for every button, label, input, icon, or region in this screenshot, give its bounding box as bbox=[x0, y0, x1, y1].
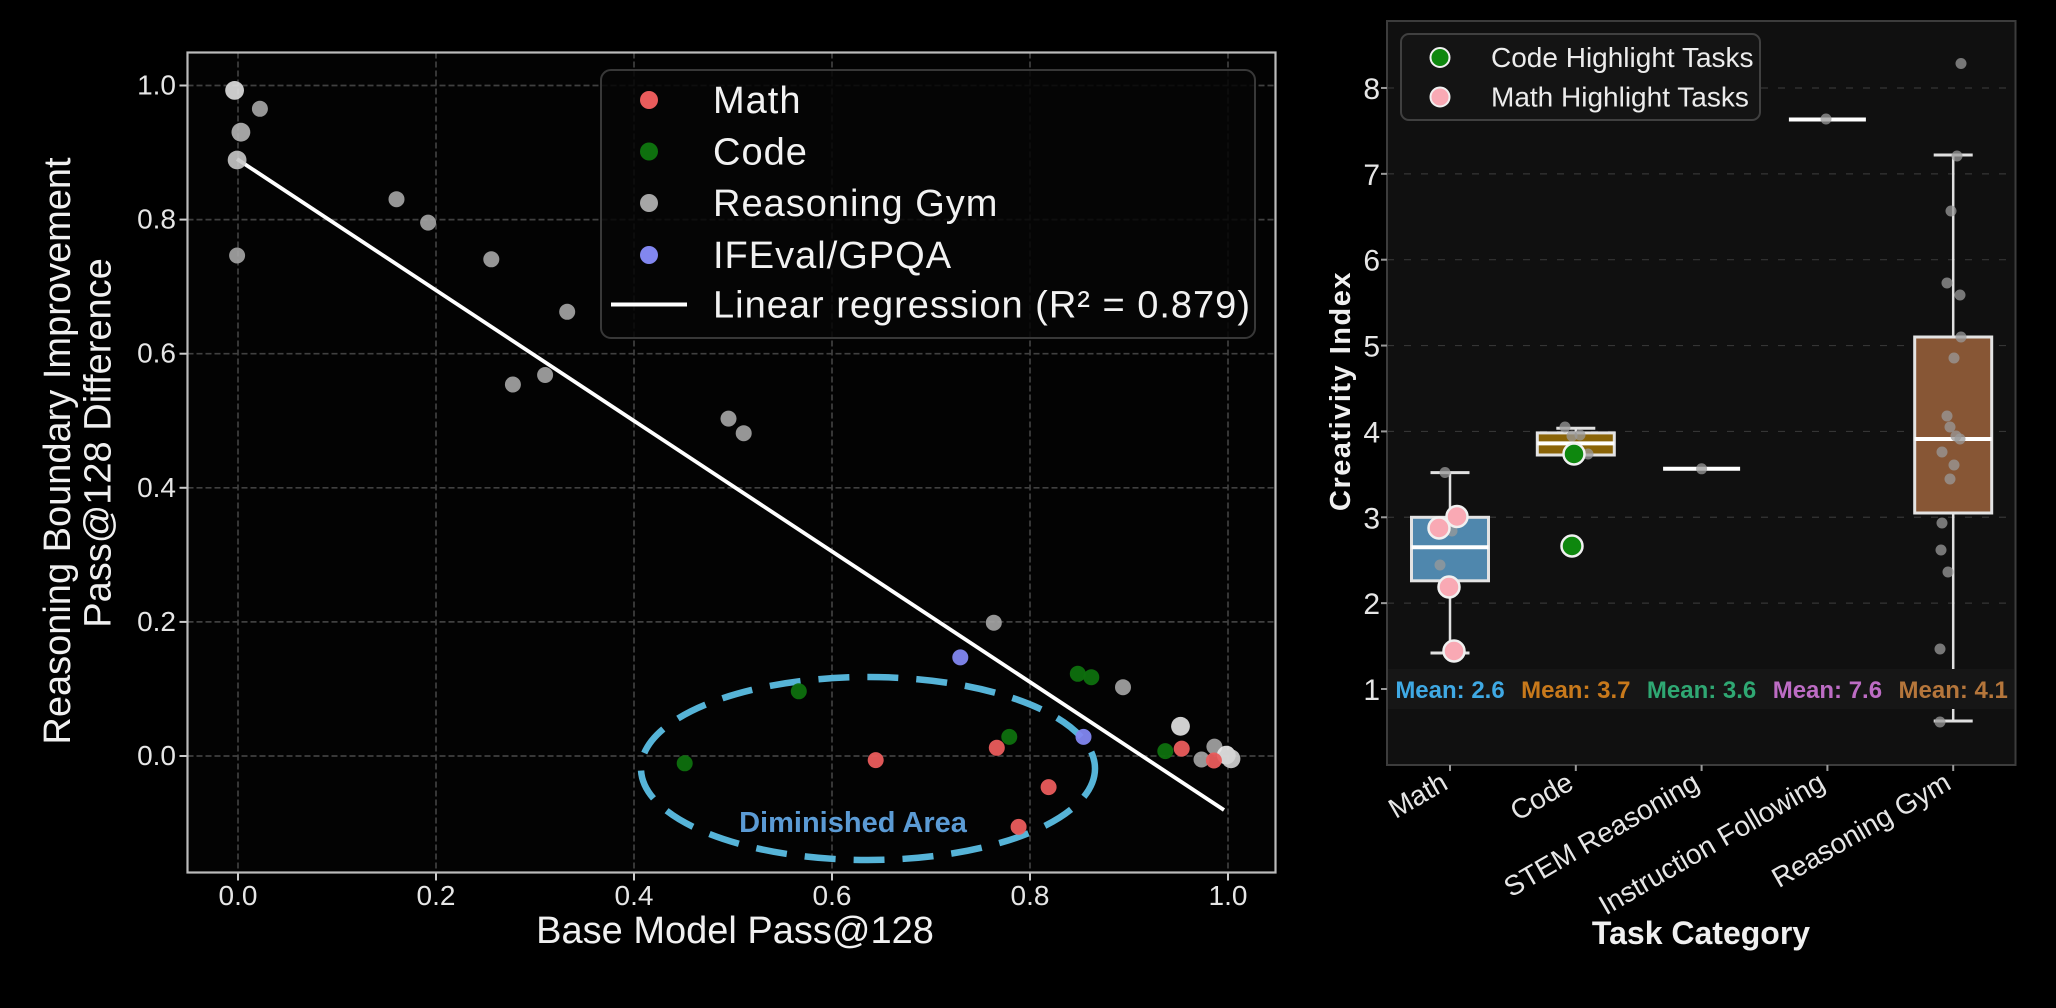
svg-text:Math Highlight Tasks: Math Highlight Tasks bbox=[1491, 82, 1749, 113]
svg-text:Pass@128 Difference: Pass@128 Difference bbox=[78, 258, 120, 628]
svg-text:Mean: 7.6: Mean: 7.6 bbox=[1773, 677, 1882, 704]
svg-text:IFEval/GPQA: IFEval/GPQA bbox=[713, 235, 952, 277]
svg-text:1: 1 bbox=[1363, 674, 1380, 707]
svg-text:3: 3 bbox=[1363, 502, 1380, 535]
svg-text:Mean: 2.6: Mean: 2.6 bbox=[1395, 677, 1504, 704]
svg-text:Reasoning Gym: Reasoning Gym bbox=[713, 183, 998, 225]
svg-text:0.0: 0.0 bbox=[219, 880, 258, 911]
svg-text:Diminished Area: Diminished Area bbox=[739, 807, 968, 839]
svg-text:Mean: 3.6: Mean: 3.6 bbox=[1647, 677, 1756, 704]
svg-text:5: 5 bbox=[1363, 331, 1380, 364]
svg-text:1.0: 1.0 bbox=[1209, 880, 1248, 911]
svg-text:Creativity Index: Creativity Index bbox=[1325, 271, 1357, 511]
svg-text:2: 2 bbox=[1363, 588, 1380, 621]
svg-text:7: 7 bbox=[1363, 159, 1380, 192]
svg-text:Math: Math bbox=[713, 80, 801, 122]
svg-text:0.8: 0.8 bbox=[137, 204, 176, 235]
svg-text:Code Highlight Tasks: Code Highlight Tasks bbox=[1491, 42, 1754, 73]
svg-text:0.6: 0.6 bbox=[137, 338, 176, 369]
svg-text:Linear regression (R² = 0.879): Linear regression (R² = 0.879) bbox=[713, 285, 1251, 327]
svg-text:1.0: 1.0 bbox=[137, 70, 176, 101]
svg-text:0.2: 0.2 bbox=[137, 606, 176, 637]
svg-text:0.8: 0.8 bbox=[1011, 880, 1050, 911]
svg-text:8: 8 bbox=[1363, 73, 1380, 106]
svg-text:0.4: 0.4 bbox=[615, 880, 654, 911]
svg-text:0.0: 0.0 bbox=[137, 740, 176, 771]
svg-text:0.6: 0.6 bbox=[813, 880, 852, 911]
svg-text:6: 6 bbox=[1363, 245, 1380, 278]
svg-text:Task Category: Task Category bbox=[1592, 915, 1810, 951]
svg-text:Mean: 4.1: Mean: 4.1 bbox=[1899, 677, 2008, 704]
svg-text:4: 4 bbox=[1363, 416, 1380, 449]
svg-text:Reasoning Boundary Improvement: Reasoning Boundary Improvement bbox=[37, 157, 79, 745]
svg-text:Base Model Pass@128: Base Model Pass@128 bbox=[536, 910, 934, 952]
svg-text:0.2: 0.2 bbox=[417, 880, 456, 911]
svg-text:0.4: 0.4 bbox=[137, 472, 176, 503]
svg-text:Mean: 3.7: Mean: 3.7 bbox=[1521, 677, 1630, 704]
svg-text:Code: Code bbox=[713, 132, 808, 174]
